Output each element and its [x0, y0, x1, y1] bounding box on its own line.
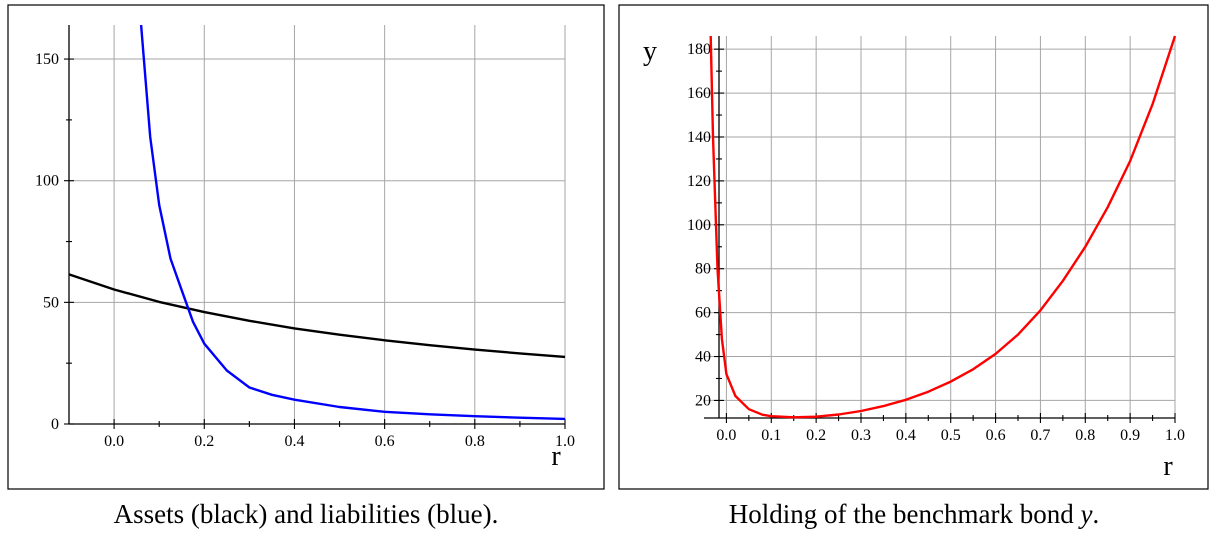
series-line-1	[709, 35, 1177, 419]
x-tick-label: 0.1	[761, 427, 781, 444]
x-tick-label: 0.6	[375, 433, 395, 450]
y-tick-label: 100	[35, 173, 59, 190]
y-tick-label: 100	[687, 217, 711, 234]
y-tick-label: 140	[687, 129, 711, 146]
y-tick-label: 160	[687, 85, 711, 102]
caption-variable: y	[1080, 499, 1093, 529]
y-tick-label: 150	[35, 51, 59, 68]
x-tick-label: 0.6	[986, 427, 1006, 444]
y-tick-label: 20	[695, 392, 711, 409]
x-tick-label: 0.3	[851, 427, 871, 444]
y-tick-label: 0	[51, 416, 59, 433]
y-tick-label: 60	[695, 305, 711, 322]
benchmark-bond-panel: 0.0 0.1 0.2 0.3 0.4 0.5 0.6 0.7 0.8 0.9 1.0 20 40 60 8…	[612, 0, 1216, 545]
y-tick-label: 80	[695, 261, 711, 278]
x-axis-title: r	[551, 441, 561, 472]
plot-frame	[618, 4, 1209, 490]
plot-frame	[7, 4, 605, 490]
x-tick-label: 0.7	[1030, 427, 1050, 444]
assets-liabilities-chart: 0.0 0.2 0.4 0.6 0.8 1.0 0 50 100 150 r	[7, 4, 605, 490]
y-tick-label: 50	[43, 294, 59, 311]
x-tick-label: 0.5	[941, 427, 961, 444]
series-line-1	[68, 273, 566, 359]
x-tick-label: 1.0	[555, 433, 575, 450]
y-tick-label: 40	[695, 349, 711, 366]
benchmark-bond-chart: 0.0 0.1 0.2 0.3 0.4 0.5 0.6 0.7 0.8 0.9 1.0 20 40 60 8…	[618, 4, 1209, 490]
x-tick-label: 0.8	[465, 433, 485, 450]
y-axis-title: y	[643, 36, 657, 67]
benchmark-bond-caption: Holding of the benchmark bond y.	[612, 499, 1216, 530]
caption-period: .	[1092, 499, 1100, 529]
caption-text: Holding of the benchmark bond	[728, 499, 1081, 529]
x-tick-label: 0.2	[194, 433, 214, 450]
x-tick-label: 0.0	[104, 433, 124, 450]
x-tick-label: 1.0	[1165, 427, 1185, 444]
x-tick-label: 0.2	[806, 427, 826, 444]
x-tick-label: 0.4	[284, 433, 304, 450]
x-axis-title: r	[1163, 451, 1173, 482]
y-tick-label: 120	[687, 173, 711, 190]
x-tick-label: 0.8	[1075, 427, 1095, 444]
assets-liabilities-caption: Assets (black) and liabilities (blue).	[113, 499, 499, 529]
x-tick-label: 0.0	[716, 427, 736, 444]
series-line-2	[139, 24, 566, 421]
x-tick-label: 0.9	[1120, 427, 1140, 444]
x-tick-label: 0.4	[896, 427, 916, 444]
y-tick-label: 180	[687, 41, 711, 58]
assets-liabilities-panel: 0.0 0.2 0.4 0.6 0.8 1.0 0 50 100 150 r Assets (bla…	[7, 4, 605, 529]
